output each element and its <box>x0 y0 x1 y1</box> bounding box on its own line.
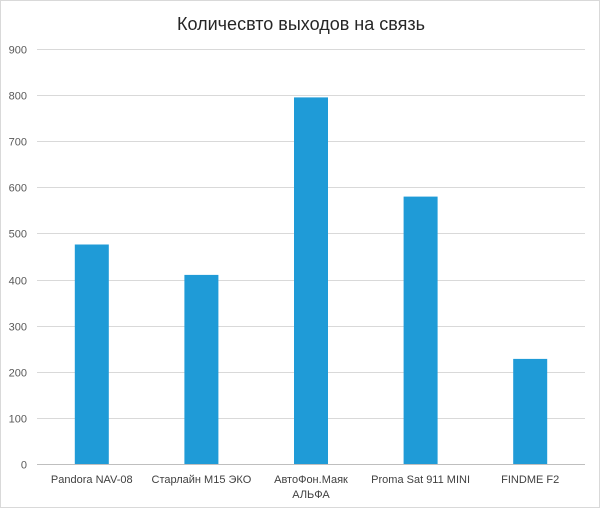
y-tick-label: 700 <box>9 137 27 149</box>
x-category-label: FINDME F2 <box>501 474 559 486</box>
x-category-label: Pandora NAV-08 <box>51 474 133 486</box>
x-category-label: Старлайн М15 ЭКО <box>152 474 252 486</box>
x-category-label-line: АвтоФон.Маяк <box>274 474 348 486</box>
x-axis-categories: Pandora NAV-08 Старлайн М15 ЭКО АвтоФон.Ма… <box>51 474 559 501</box>
x-category-label-line: Proma Sat 911 MINI <box>371 474 470 486</box>
y-tick-label: 200 <box>9 368 27 380</box>
y-tick-label: 800 <box>9 91 27 103</box>
y-tick-label: 100 <box>9 414 27 426</box>
y-tick-label: 400 <box>9 276 27 288</box>
y-tick-label: 900 <box>9 45 27 57</box>
x-category-label: Proma Sat 911 MINI <box>371 474 470 486</box>
bar <box>184 274 219 464</box>
y-axis-ticks: 0 100 200 300 400 500 600 700 800 900 <box>9 45 27 472</box>
x-category-label-line: Pandora NAV-08 <box>51 474 133 486</box>
y-tick-label: 0 <box>21 460 27 472</box>
x-category-label-line: FINDME F2 <box>501 474 559 486</box>
x-category-label-line: АЛЬФА <box>292 489 330 501</box>
bar <box>513 358 548 464</box>
bars <box>74 97 548 465</box>
y-tick-label: 600 <box>9 183 27 195</box>
y-tick-label: 500 <box>9 229 27 241</box>
bar <box>403 196 438 464</box>
x-category-label: АвтоФон.Маяк АЛЬФА <box>274 474 348 501</box>
chart-title: Количесвто выходов на связь <box>177 14 425 34</box>
x-category-label-line: Старлайн М15 ЭКО <box>152 474 252 486</box>
bar <box>294 97 328 465</box>
bar <box>74 244 109 464</box>
y-tick-label: 300 <box>9 322 27 334</box>
